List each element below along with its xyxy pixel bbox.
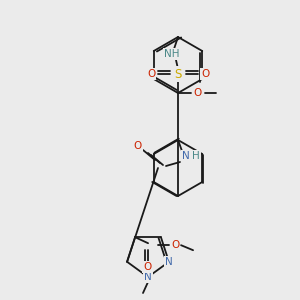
Text: N: N	[182, 151, 190, 161]
Text: O: O	[171, 240, 179, 250]
Text: H: H	[192, 151, 200, 161]
Text: O: O	[147, 69, 155, 79]
Text: O: O	[143, 262, 151, 272]
Text: N: N	[165, 257, 173, 267]
Text: N: N	[144, 272, 152, 282]
Text: NH: NH	[164, 49, 180, 59]
Text: O: O	[134, 141, 142, 151]
Text: S: S	[174, 68, 182, 80]
Text: O: O	[201, 69, 209, 79]
Text: O: O	[194, 88, 202, 98]
